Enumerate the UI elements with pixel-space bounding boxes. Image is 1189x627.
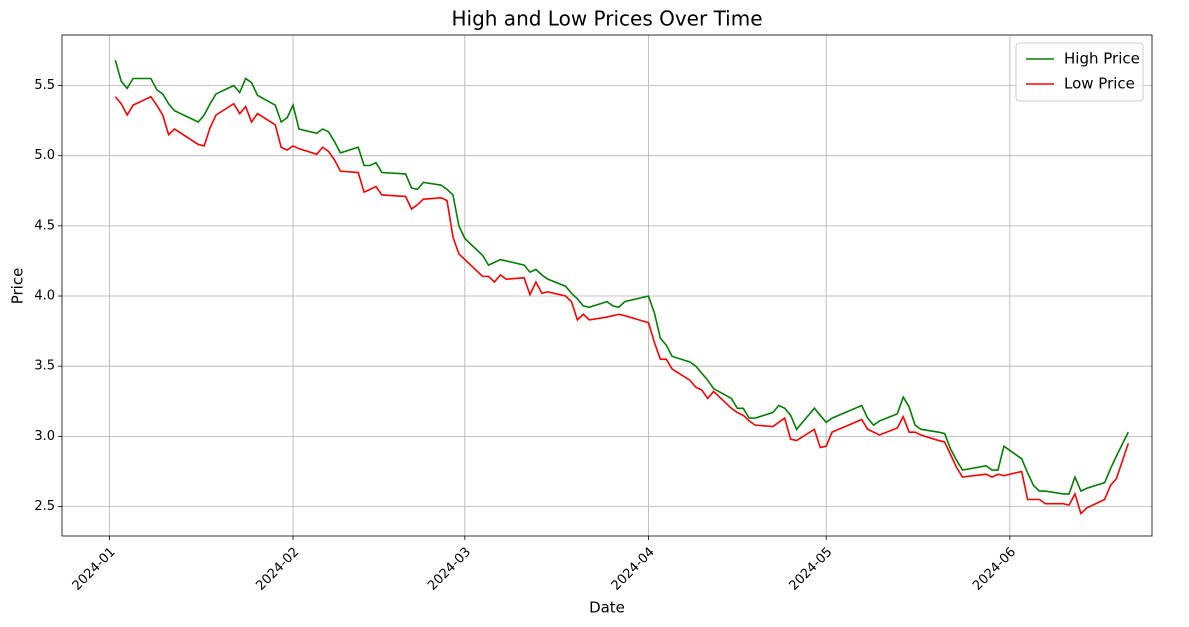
chart-title: High and Low Prices Over Time [451, 7, 762, 31]
y-tick-label: 3.0 [34, 429, 55, 444]
x-tick-label: 2024-05 [786, 545, 835, 594]
x-axis-label: Date [589, 599, 625, 617]
legend-label: Low Price [1064, 75, 1135, 93]
x-tick-label: 2024-01 [70, 545, 119, 594]
y-tick-label: 5.5 [34, 78, 55, 93]
x-tick-label: 2024-02 [253, 545, 302, 594]
x-tick-label: 2024-03 [425, 545, 474, 594]
legend: High Price Low Price [1015, 42, 1144, 102]
y-tick-label: 3.5 [34, 359, 55, 374]
legend-label: High Price [1064, 50, 1140, 68]
plot-frame [61, 34, 1153, 537]
y-tick-label: 5.0 [34, 148, 55, 163]
y-tick-label: 4.0 [34, 289, 55, 304]
y-axis-label: Price [9, 268, 27, 305]
data-line [114, 95, 1130, 516]
x-tick-label: 2024-04 [609, 545, 658, 594]
y-tick-label: 4.5 [34, 218, 55, 233]
y-tick-label: 2.5 [34, 499, 55, 514]
data-line [114, 60, 1130, 495]
x-tick-label: 2024-06 [970, 545, 1019, 594]
legend-box [1015, 42, 1144, 102]
